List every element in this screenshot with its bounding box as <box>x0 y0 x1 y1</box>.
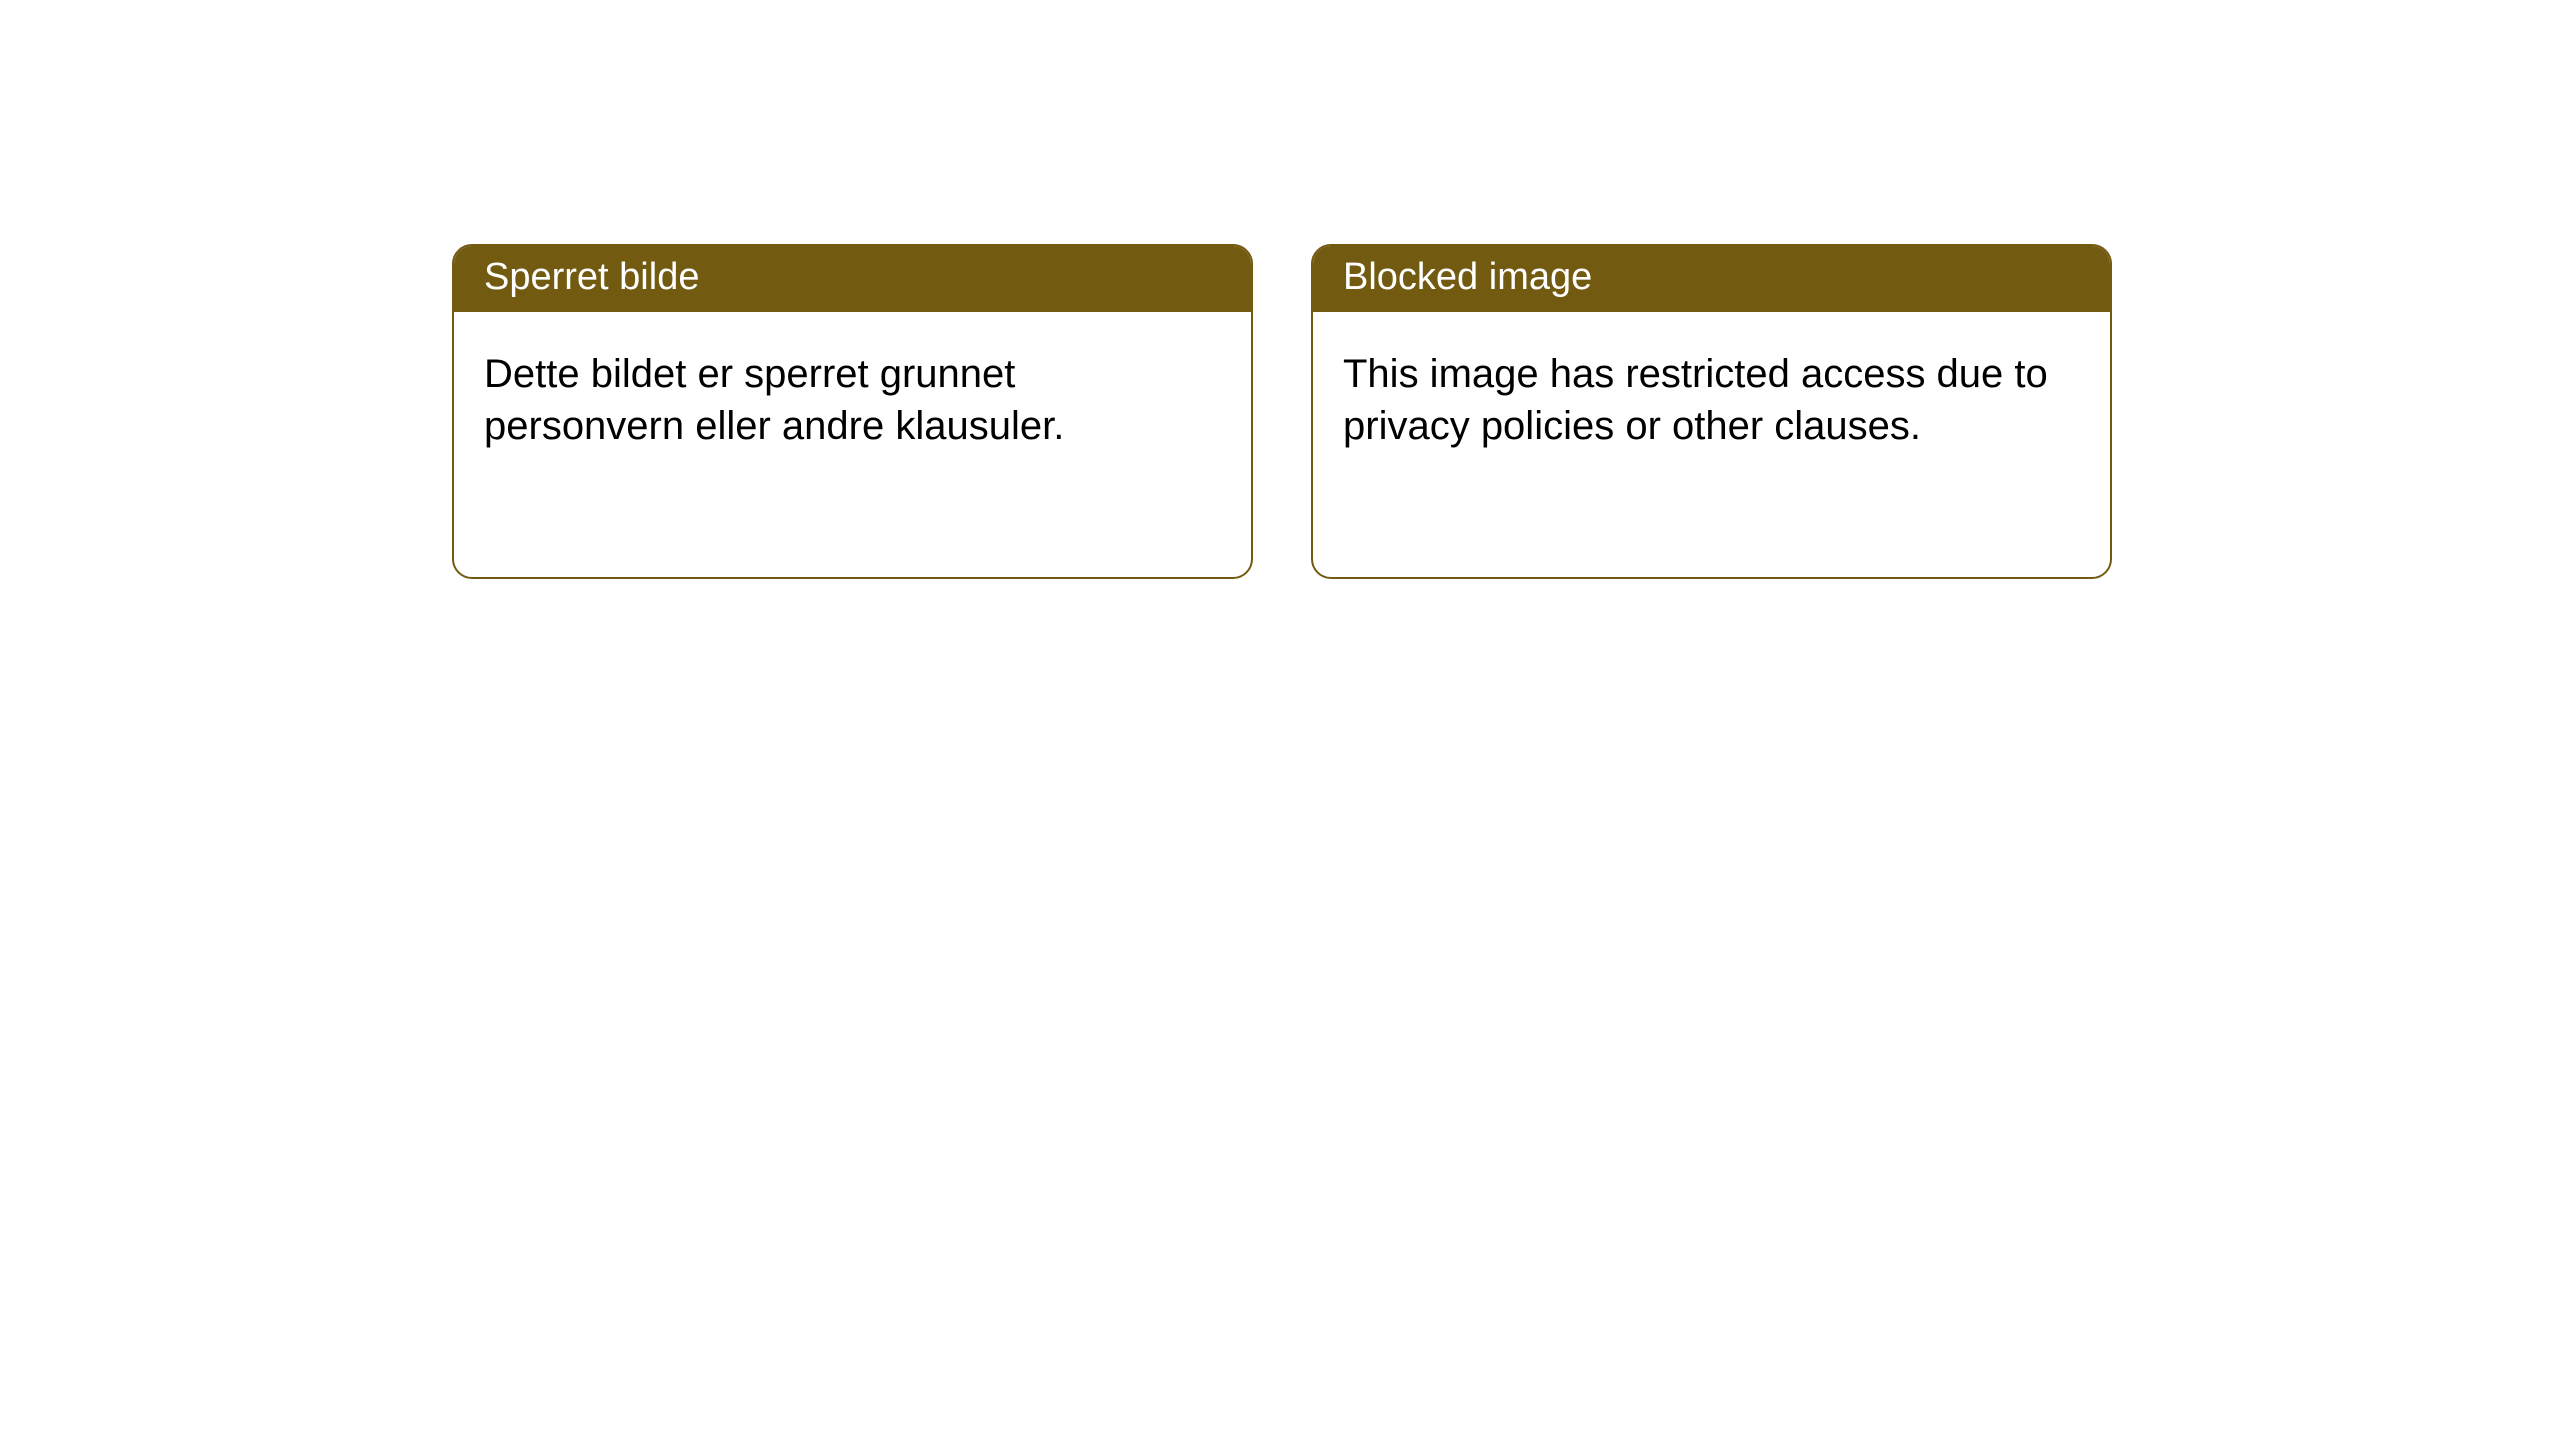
notice-card-text-en: This image has restricted access due to … <box>1343 348 2080 452</box>
notice-card-body-nb: Dette bildet er sperret grunnet personve… <box>454 312 1251 488</box>
notice-cards: Sperret bilde Dette bildet er sperret gr… <box>452 244 2112 579</box>
notice-card-header-en: Blocked image <box>1313 246 2110 312</box>
notice-card-nb: Sperret bilde Dette bildet er sperret gr… <box>452 244 1253 579</box>
notice-card-text-nb: Dette bildet er sperret grunnet personve… <box>484 348 1221 452</box>
notice-card-en: Blocked image This image has restricted … <box>1311 244 2112 579</box>
notice-card-body-en: This image has restricted access due to … <box>1313 312 2110 488</box>
notice-card-header-nb: Sperret bilde <box>454 246 1251 312</box>
